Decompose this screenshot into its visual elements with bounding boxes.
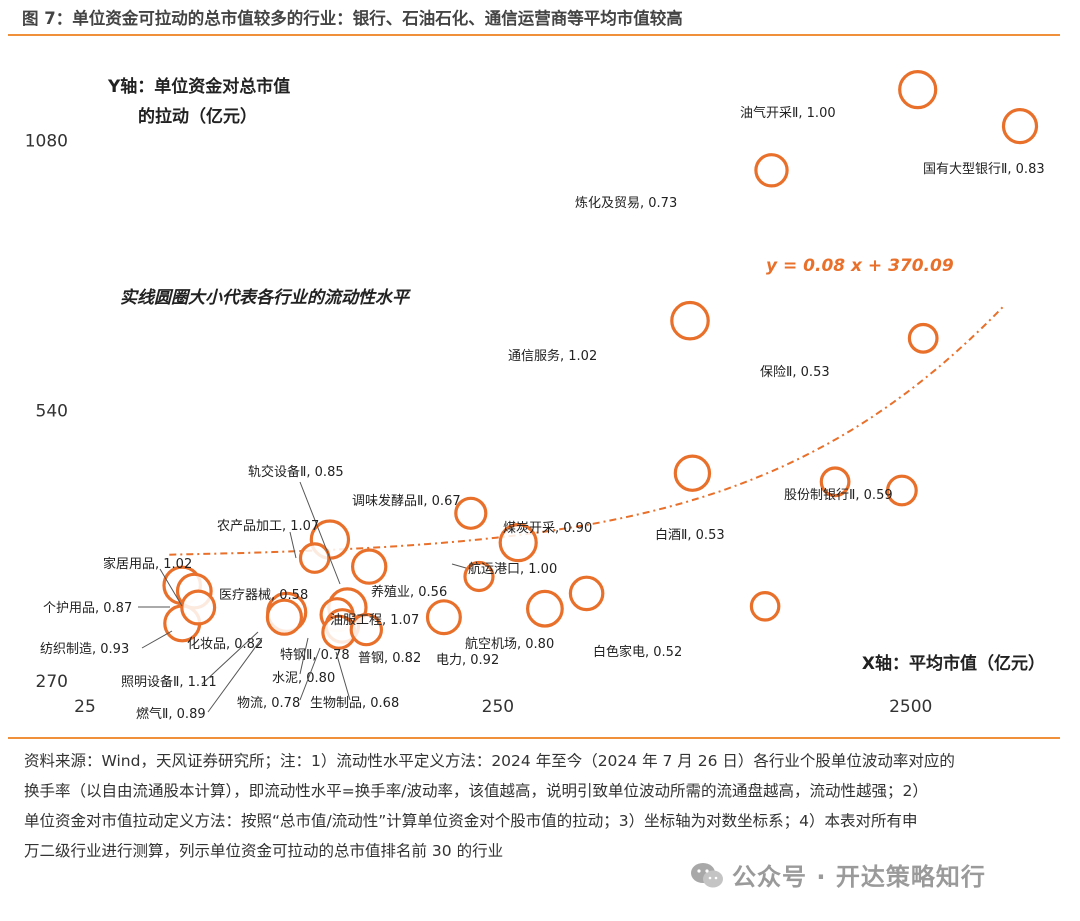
data-label: 照明设备Ⅱ, 1.11 [121,674,217,690]
data-point [498,523,538,563]
data-point [673,454,712,492]
y-axis-title: Y轴：单位资金对总市值 [107,76,290,97]
data-label: 医疗器械, 0.58 [219,588,308,603]
x-tick-label: 25 [74,697,96,717]
data-label: 航空机场, 0.80 [465,636,554,652]
data-label: 普钢, 0.82 [358,651,421,666]
trendline-label: y = 0.08 x + 370.09 [766,256,954,276]
data-label: 保险Ⅱ, 0.53 [760,365,830,380]
data-label: 通信服务, 1.02 [508,348,597,364]
data-label: 家居用品, 1.02 [103,556,192,572]
data-point [298,542,331,574]
leader-line [207,637,263,713]
data-label: 水泥, 0.80 [272,671,335,686]
trendline [169,305,1005,556]
leader-line [141,630,173,649]
y-tick-label: 1080 [25,131,68,151]
data-point [349,612,383,647]
data-label: 炼化及贸易, 0.73 [575,196,677,211]
labels-group: 油气开采Ⅱ, 1.00 国有大型银行Ⅱ, 0.83 炼化及贸易, 0.73 通信服务,… [40,105,1045,722]
figure-title: 图 7：单位资金可拉动的总市值较多的行业：银行、石油石化、通信运营商等平均市值较… [22,9,683,28]
data-label: 农产品加工, 1.07 [217,519,319,534]
points-group [162,69,1039,650]
data-point [454,496,488,530]
y-axis-title-line2: 的拉动（亿元） [138,106,257,127]
data-label: 调味发酵品Ⅱ, 0.67 [352,493,461,509]
x-tick-label: 250 [482,697,514,717]
data-point [568,575,605,612]
data-point [425,599,462,636]
data-point [1001,107,1039,145]
data-point [886,474,918,507]
data-point [526,589,564,628]
data-label: 燃气Ⅱ, 0.89 [136,706,206,722]
x-tick-label: 2500 [889,697,932,717]
data-label: 电力, 0.92 [436,653,499,668]
data-label: 白色家电, 0.52 [593,644,682,660]
source-notes: 资料来源：Wind，天风证券研究所；注：1）流动性水平定义方法：2024 年至今… [24,746,1054,866]
note-line: 资料来源：Wind，天风证券研究所；注：1）流动性水平定义方法：2024 年至今… [24,752,955,770]
data-label: 纺织制造, 0.93 [40,642,129,657]
leader-line [289,531,297,559]
leader-line [159,568,183,607]
y-tick-label: 270 [36,672,68,692]
data-label: 化妆品, 0.82 [187,637,263,652]
data-point [463,560,495,593]
title-divider [8,34,1060,36]
data-label: 个护用品, 0.87 [43,601,132,616]
data-point [819,466,851,498]
note-line: 万二级行业进行测算，列示单位资金可拉动的总市值排名前 30 的行业 [24,842,504,860]
data-label: 生物制品, 0.68 [310,696,399,711]
data-point [898,69,938,110]
data-label: 油服工程, 1.07 [330,613,419,628]
data-point [749,590,781,622]
notes-divider [8,737,1060,739]
leader-line [299,637,309,675]
data-label: 特钢Ⅱ, 0.78 [280,648,350,663]
note-line: 单位资金对市值拉动定义方法：按照“总市值/流动性”计算单位资金对个股市值的拉动；… [24,812,918,830]
data-label: 养殖业, 0.56 [371,584,447,600]
data-label: 油气开采Ⅱ, 1.00 [740,105,836,121]
leader-line [299,647,321,701]
x-axis-title: X轴：平均市值（亿元） [862,653,1045,674]
data-point [907,322,939,354]
data-label: 航运港口, 1.00 [468,561,557,577]
size-annotation: 实线圆圈大小代表各行业的流动性水平 [120,288,411,308]
watermark-text: 公众号 · 开达策略知行 [732,863,986,891]
leader-line [335,651,351,701]
data-label: 股份制银行Ⅱ, 0.59 [784,488,893,503]
data-point [754,153,789,188]
note-line: 换手率（以自由流通股本计算），即流动性水平=换手率/波动率，该值越高，说明引致单… [24,782,928,800]
leader-line [451,563,467,569]
wechat-icon [691,863,723,888]
data-label: 物流, 0.78 [237,696,300,711]
data-point [670,300,710,341]
y-tick-label: 540 [36,402,68,422]
data-label: 白酒Ⅱ, 0.53 [655,527,725,543]
leader-line [201,631,259,685]
data-label: 煤炭开采, 0.90 [503,521,592,536]
data-label: 轨交设备Ⅱ, 0.85 [248,464,344,480]
data-label: 国有大型银行Ⅱ, 0.83 [923,162,1045,177]
data-point [265,598,303,636]
watermark: 公众号 · 开达策略知行 [690,857,986,897]
leader-line [299,481,341,585]
data-point [351,548,388,585]
data-point [180,589,217,626]
